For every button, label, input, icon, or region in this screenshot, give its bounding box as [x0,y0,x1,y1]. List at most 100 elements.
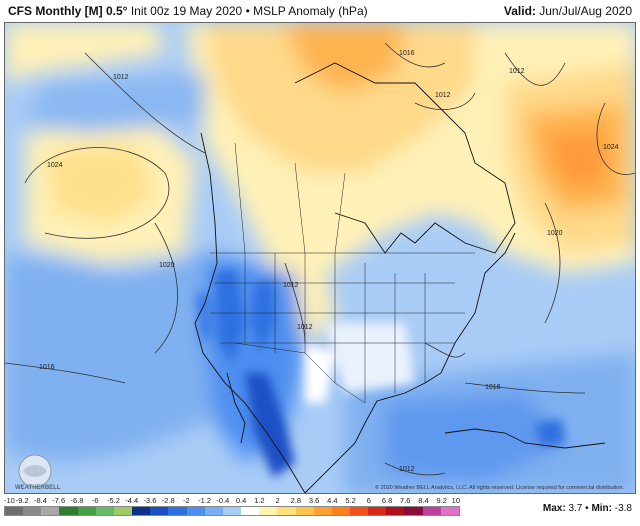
legend-tick-label: -3.6 [143,496,157,505]
legend-tick-label: 6 [366,496,371,505]
legend-tick-label: -2.8 [161,496,175,505]
isobar-label: 1024 [47,162,63,169]
isobar-label: 1020 [159,262,175,269]
isobar-label: 1012 [399,466,415,473]
legend-swatch [95,507,114,515]
legend-swatch [404,507,423,515]
legend-swatch [422,507,441,515]
hudson-region [334,182,516,254]
legend-swatch [204,507,223,515]
legend-tick-label: -7.6 [52,496,66,505]
state-borders-horizontal [210,282,465,344]
legend-tick-label: 8.4 [418,496,429,505]
isobar-1016-atlantic [464,382,586,394]
isobar-1016-pacific [5,362,126,384]
copyright-notice: © 2020 Weather BELL Analytics, LLC. All … [375,485,624,491]
isobar-label: 1016 [485,384,501,391]
isobar-label: 1012 [435,92,451,99]
legend-tick-label: -2 [183,496,190,505]
isobar-1012-southeast [424,342,466,358]
legend-swatch [259,507,278,515]
legend-tick-label: -9.2 [15,496,29,505]
legend-swatch [113,507,133,515]
province-borders [234,142,346,254]
legend-tick-label: 5.2 [345,496,356,505]
isobar-1012-west [284,262,306,344]
legend-tick-label: 3.6 [308,496,320,505]
legend-swatch [386,507,405,515]
legend-tick-label: -1.2 [198,496,212,505]
min-label: Min: [591,503,612,514]
isobar-label: 1020 [547,230,563,237]
model-name: CFS Monthly [M] 0.5° [8,4,128,18]
west-coast [194,132,306,493]
legend-swatch [77,507,96,515]
isobar-label: 1016 [399,50,415,57]
legend-tick-label: 4.4 [327,496,338,505]
maxmin-separator: • [585,503,589,514]
legend-tick-label: 6.8 [381,496,393,505]
isobar-label: 1012 [283,282,299,289]
isobar-label: 1024 [603,144,619,151]
isobar-1020-atlantic [544,202,561,324]
isobar-1012-north [84,52,206,154]
legend-swatch [368,507,387,515]
max-label: Max: [542,503,566,514]
legend-swatch [59,507,78,515]
isobar-1020-pacific [154,222,178,354]
legend-tick-label: -5.2 [106,496,120,505]
max-min-readout: Max: 3.7 • Min: -3.8 [543,503,632,514]
legend-color-bar [4,506,460,516]
legend-swatch [295,507,314,515]
isobar-1012-arctic [414,92,476,110]
legend-tick-label: 1.2 [254,496,265,505]
isobar-label: 1012 [509,68,525,75]
legend-tick-label: -10 [4,496,15,505]
map-svg: 1012 1016 1012 1012 1024 1024 1020 1020 … [5,23,635,493]
legend-swatch [132,507,151,515]
legend-swatch [5,507,24,515]
western-negative-cores [195,268,565,478]
legend-swatch [277,507,296,515]
isobar-label: 1012 [113,74,129,81]
us-mexico-border [234,342,366,404]
isobar-1024-pacific [24,147,170,239]
isobar-1016-arctic [384,42,446,68]
logo-mark: WEATHERBELL [15,454,61,491]
isobar-label: 1016 [39,364,55,371]
political-borders [210,142,475,404]
legend-swatch [349,507,369,515]
isobar-1024-atlantic [596,102,635,175]
header-title: CFS Monthly [M] 0.5° Init 00z 19 May 202… [8,4,368,18]
isobars [5,42,635,476]
legend-tick-label: -0.4 [216,496,230,505]
valid-label: Valid: [503,4,536,18]
legend-swatch [222,507,242,515]
legend-tick-label: -6.8 [70,496,84,505]
valid-value: Jun/Jul/Aug 2020 [539,4,632,18]
legend-swatch [168,507,187,515]
legend-swatch [313,507,332,515]
color-legend: -10 -9.2 -8.4 -7.6 -6.8 -6 -5.2 -4.4 -3.6 -2.8 -2-… [0,494,640,526]
caribbean-islands [444,428,606,449]
isobar-1012-east [504,52,566,86]
legend-swatch [440,507,459,515]
field-name: MSLP Anomaly (hPa) [253,4,368,18]
legend-tick-label: 2 [275,496,280,505]
header-separator: • [245,4,250,18]
legend-swatch [186,507,205,515]
isobar-1012-south [384,462,446,476]
legend-tick-label: 0.4 [235,496,247,505]
arctic-islands [294,62,506,184]
isobar-labels: 1012 1016 1012 1012 1024 1024 1020 1020 … [39,50,619,473]
max-value: 3.7 [568,503,583,514]
legend-tick-label: 2.8 [290,496,302,505]
isobar-label: 1012 [297,324,313,331]
legend-swatch [41,507,60,515]
init-time: Init 00z 19 May 2020 [130,4,243,18]
legend-tick-label: 9.2 [436,496,447,505]
baja-peninsula [226,372,246,444]
min-value: -3.8 [614,503,632,514]
legend-tick-label: 7.6 [400,496,411,505]
legend-tick-label: -6 [91,496,99,505]
